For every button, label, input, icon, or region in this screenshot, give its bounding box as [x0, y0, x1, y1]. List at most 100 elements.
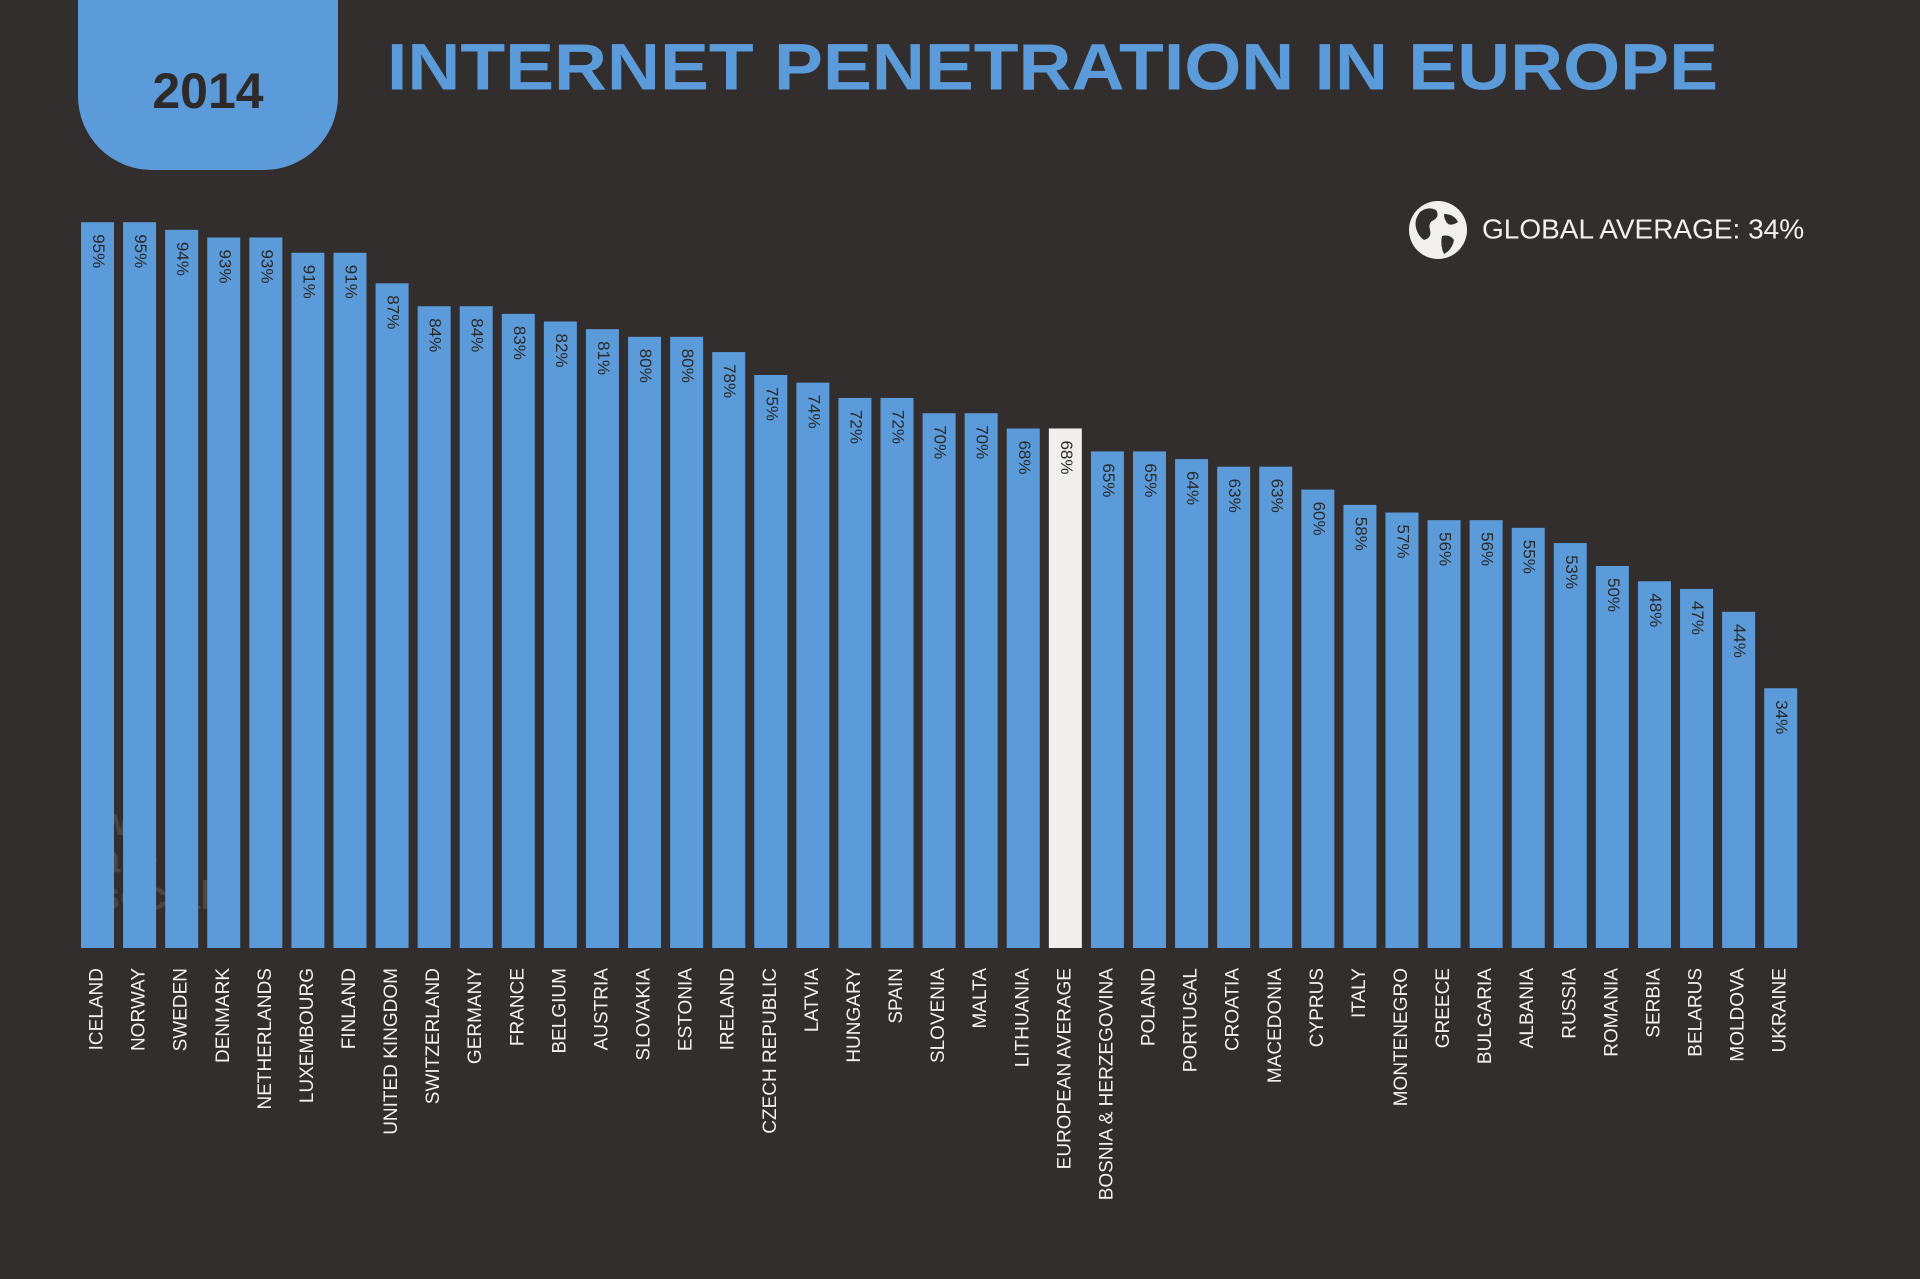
bar [1385, 512, 1419, 948]
value-label: 56% [1478, 532, 1497, 566]
bar [1343, 504, 1377, 948]
value-label: 70% [931, 425, 950, 459]
x-tick-label: UNITED KINGDOM [381, 968, 402, 1135]
bar [1133, 451, 1166, 948]
x-tick-label: SLOVAKIA [634, 968, 655, 1061]
x-tick-label: ESTONIA [676, 968, 697, 1051]
value-label: 81% [594, 341, 613, 375]
value-label: 95% [89, 234, 108, 268]
value-label: 50% [1604, 578, 1623, 612]
x-tick-label: DENMARK [213, 968, 234, 1063]
bar [1469, 520, 1503, 948]
bar [628, 336, 662, 948]
value-label: 91% [341, 265, 360, 299]
x-tick-label: BELGIUM [549, 968, 570, 1054]
bar [165, 229, 199, 949]
x-tick-label: POLAND [1139, 968, 1160, 1046]
value-label: 87% [384, 295, 403, 329]
bar [249, 237, 283, 949]
value-label: 83% [510, 326, 529, 360]
bar [1595, 566, 1629, 948]
bar [333, 252, 367, 948]
x-tick-label: MONTENEGRO [1391, 968, 1412, 1106]
x-tick-label: EUROPEAN AVERAGE [1054, 968, 1075, 1169]
value-label: 63% [1225, 479, 1244, 513]
bar [880, 397, 914, 948]
x-tick-label: NORWAY [129, 968, 150, 1051]
bar [1259, 466, 1293, 948]
value-label: 53% [1562, 555, 1581, 589]
bar [207, 237, 241, 949]
value-label: 95% [131, 234, 150, 268]
value-label: 65% [1099, 463, 1118, 497]
bar [1637, 581, 1671, 948]
x-tick-label: BELARUS [1686, 968, 1707, 1057]
bar [585, 329, 619, 948]
x-tick-label: IRELAND [718, 968, 739, 1050]
x-tick-label: MACEDONIA [1265, 968, 1286, 1083]
bar [417, 306, 451, 948]
bar [291, 252, 325, 948]
value-label: 80% [678, 349, 697, 383]
x-tick-label: LITHUANIA [1012, 968, 1033, 1068]
x-tick-label: ROMANIA [1601, 968, 1622, 1057]
bar [1090, 451, 1124, 948]
x-tick-label: FRANCE [507, 968, 528, 1046]
chart-title: INTERNET PENETRATION IN EUROPE [387, 29, 1718, 103]
x-tick-label: SWITZERLAND [423, 968, 444, 1104]
x-tick-label: BULGARIA [1475, 968, 1496, 1064]
x-tick-label: NETHERLANDS [255, 968, 276, 1109]
bar [922, 413, 956, 948]
x-tick-label: AUSTRIA [591, 968, 612, 1051]
bar [1722, 611, 1756, 948]
year-badge [78, 0, 338, 170]
x-tick-label: MALTA [970, 968, 991, 1029]
bar [1048, 428, 1082, 949]
bar [796, 382, 830, 948]
value-label: 34% [1772, 700, 1791, 734]
x-tick-label: MOLDOVA [1728, 968, 1749, 1062]
bar [1301, 489, 1335, 948]
value-label: 55% [1520, 540, 1539, 574]
bar [1764, 688, 1798, 948]
value-label: 48% [1646, 593, 1665, 627]
x-tick-label: CZECH REPUBLIC [760, 968, 781, 1134]
value-label: 78% [720, 364, 739, 398]
x-tick-label: SPAIN [886, 968, 907, 1024]
value-label: 63% [1267, 479, 1286, 513]
value-label: 65% [1141, 463, 1160, 497]
value-label: 75% [762, 387, 781, 421]
bar [1006, 428, 1040, 949]
x-tick-label: CYPRUS [1307, 968, 1328, 1047]
value-label: 80% [636, 349, 655, 383]
value-label: 93% [257, 249, 276, 283]
bar [1175, 459, 1209, 948]
x-tick-label: ITALY [1349, 968, 1370, 1018]
x-tick-label: ALBANIA [1517, 968, 1538, 1049]
x-tick-label: HUNGARY [844, 968, 865, 1063]
x-tick-label: FINLAND [339, 968, 360, 1049]
bar [1217, 466, 1251, 948]
bar [459, 306, 493, 948]
value-label: 93% [215, 249, 234, 283]
value-label: 91% [299, 265, 318, 299]
value-label: 68% [1057, 440, 1076, 474]
x-tick-label: UKRAINE [1770, 968, 1791, 1052]
x-tick-label: ICELAND [87, 968, 108, 1050]
value-label: 44% [1730, 624, 1749, 658]
value-label: 82% [552, 334, 571, 368]
x-tick-label: GREECE [1433, 968, 1454, 1048]
value-label: 72% [846, 410, 865, 444]
bar [1553, 543, 1587, 948]
value-label: 72% [889, 410, 908, 444]
value-label: 57% [1393, 525, 1412, 559]
year: 2014 [152, 63, 263, 119]
bar [754, 375, 788, 948]
x-tick-label: PORTUGAL [1181, 968, 1202, 1072]
bar [712, 352, 746, 949]
globe-icon [1409, 201, 1467, 259]
x-tick-label: GERMANY [465, 968, 486, 1064]
bar [375, 283, 409, 948]
